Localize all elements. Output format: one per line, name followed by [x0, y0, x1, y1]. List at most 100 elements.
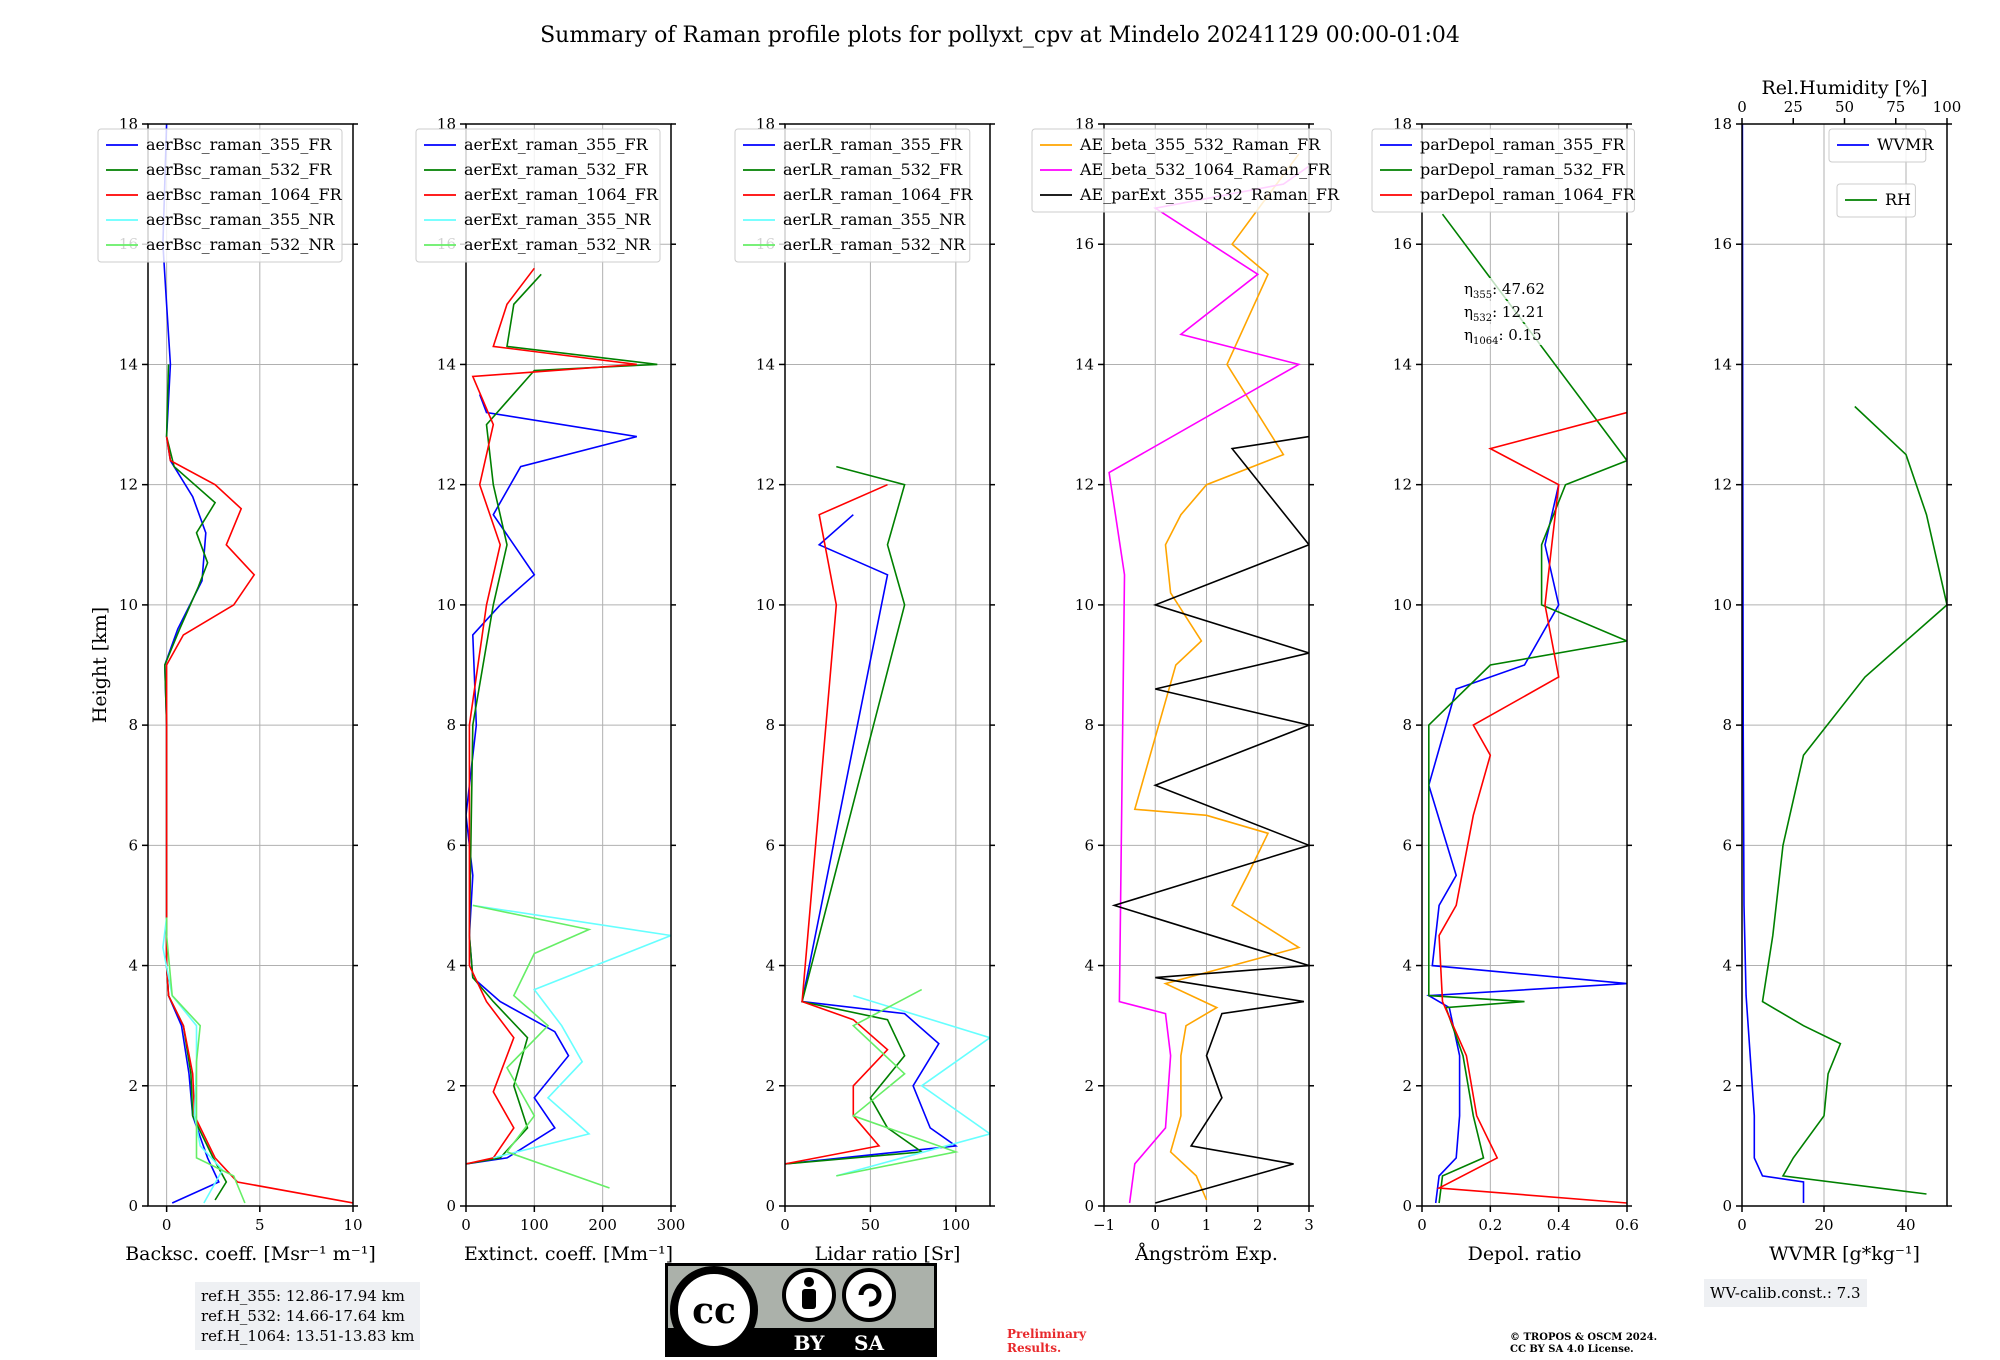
y-tick-label: 6 — [765, 836, 775, 854]
top-x-tick-label: 50 — [1835, 98, 1854, 116]
cc-by-sa-badge: cc BY SA — [665, 1263, 937, 1357]
grid — [1103, 123, 1310, 1207]
x-tick-label: 50 — [861, 1216, 880, 1234]
y-tick-label: 10 — [1393, 596, 1412, 614]
x-tick-label: 100 — [520, 1216, 549, 1234]
series-group — [162, 124, 353, 1204]
panel-2: 0246810121416180100200300Extinct. coeff.… — [415, 115, 686, 1265]
series-line-aerLR_raman_532_NR — [836, 988, 959, 1177]
legend-item: AE_beta_532_1064_Raman_FR — [1079, 160, 1331, 179]
x-tick-label: 0 — [162, 1216, 172, 1234]
eta-label: η355: 47.62 — [1464, 280, 1545, 301]
y-tick-label: 4 — [1084, 957, 1094, 975]
series-line-aerBsc_raman_1064_FR — [165, 436, 353, 1204]
series-line-aerExt_raman_355_FR — [466, 394, 638, 1165]
series-line-aerLR_raman_355_NR — [836, 994, 990, 1177]
eta-label: η532: 12.21 — [1464, 303, 1545, 324]
y-tick-label: 10 — [437, 596, 456, 614]
y-tick-label: 6 — [1084, 836, 1094, 854]
legend-box — [415, 128, 661, 263]
x-tick-label: 0.2 — [1478, 1216, 1502, 1234]
top-x-tick-label: 75 — [1886, 98, 1905, 116]
legend-box — [1371, 128, 1635, 213]
ref-height-1064: ref.H_1064: 13.51-13.83 km — [201, 1327, 415, 1345]
series-group — [1742, 124, 1947, 1203]
x-tick-label: 200 — [588, 1216, 617, 1234]
wv-calib-const: WV-calib.const.: 7.3 — [1710, 1284, 1861, 1302]
panel-1: 0246810121416180510Backsc. coeff. [Msr⁻¹… — [89, 115, 376, 1265]
x-tick-label: 10 — [343, 1216, 362, 1234]
y-tick-label: 8 — [1722, 716, 1732, 734]
series-line-aerLR_raman_1064_FR — [785, 483, 889, 1165]
y-tick-label: 2 — [128, 1077, 138, 1095]
x-axis-label: Ångström Exp. — [1134, 1243, 1278, 1265]
y-tick-label: 12 — [119, 476, 138, 494]
x-tick-label: 2 — [1253, 1216, 1263, 1234]
y-tick-label: 0 — [128, 1197, 138, 1215]
legend-item: aerExt_raman_532_FR — [464, 160, 649, 179]
legend: aerBsc_raman_355_FR aerBsc_raman_532_FRae… — [97, 128, 343, 263]
wv-calibration-box: WV-calib.const.: 7.3 — [1704, 1279, 1867, 1307]
legend-item: aerBsc_raman_355_FR — [146, 135, 332, 154]
grid — [784, 123, 990, 1207]
y-tick-label: 8 — [1084, 716, 1094, 734]
y-tick-label: 6 — [1722, 836, 1732, 854]
legend-item: aerExt_raman_355_NR — [464, 210, 652, 229]
y-tick-label: 12 — [437, 476, 456, 494]
y-tick-label: 16 — [1713, 235, 1732, 253]
cc-logo-icon — [670, 1266, 758, 1354]
preliminary-note: Preliminary Results. — [1007, 1327, 1087, 1355]
y-tick-label: 14 — [1713, 355, 1732, 373]
series-group — [1426, 213, 1627, 1204]
legend-item: parDepol_raman_532_FR — [1420, 160, 1626, 179]
legend: RH — [1836, 183, 1916, 218]
axes-frame — [784, 123, 991, 1207]
x-tick-label: 100 — [942, 1216, 971, 1234]
series-line-aerLR_raman_355_FR — [785, 514, 959, 1165]
y-tick-label: 2 — [765, 1077, 775, 1095]
legend-item: aerExt_raman_1064_FR — [464, 185, 659, 204]
legend-item: aerLR_raman_355_FR — [783, 135, 963, 154]
x-tick-label: 20 — [1814, 1216, 1833, 1234]
legend-item: AE_parExt_355_532_Raman_FR — [1079, 185, 1340, 204]
x-tick-label: 300 — [657, 1216, 686, 1234]
y-tick-label: 14 — [756, 355, 775, 373]
grid — [465, 123, 672, 1207]
top-x-axis-label: Rel.Humidity [%] — [1761, 77, 1927, 99]
legend-item: parDepol_raman_1064_FR — [1420, 185, 1636, 204]
legend: aerExt_raman_355_FR aerExt_raman_532_FRae… — [415, 128, 661, 263]
y-tick-label: 10 — [1075, 596, 1094, 614]
series-line-aerBsc_raman_355_FR — [162, 124, 220, 1204]
legend-item: aerLR_raman_532_NR — [783, 235, 966, 254]
top-x-tick-label: 0 — [1737, 98, 1747, 116]
x-tick-label: 0 — [1417, 1216, 1427, 1234]
y-tick-label: 14 — [119, 355, 138, 373]
y-tick-label: 4 — [1722, 957, 1732, 975]
legend-box — [1828, 128, 1927, 163]
y-tick-label: 8 — [446, 716, 456, 734]
legend-box — [1031, 128, 1332, 213]
axes-frame — [147, 123, 354, 1207]
eta-label-bg — [1460, 301, 1558, 322]
y-tick-label: 10 — [119, 596, 138, 614]
legend-item: aerBsc_raman_1064_FR — [146, 185, 343, 204]
series-group — [785, 465, 990, 1177]
x-tick-label: 0.6 — [1615, 1216, 1639, 1234]
y-tick-label: 16 — [1393, 235, 1412, 253]
series-line-aerExt_raman_355_NR — [472, 904, 671, 1159]
series-line-parDepol_raman_532_FR — [1428, 213, 1627, 1204]
legend-item: RH — [1885, 190, 1911, 209]
series-line-aerExt_raman_1064_FR — [466, 267, 637, 1165]
y-tick-label: 6 — [1402, 836, 1412, 854]
legend-item: aerBsc_raman_532_FR — [146, 160, 332, 179]
x-tick-label: 0 — [1737, 1216, 1747, 1234]
series-line-aerExt_raman_532_NR — [472, 904, 610, 1189]
series-line-aerBsc_raman_532_NR — [165, 917, 246, 1204]
x-tick-label: 3 — [1304, 1216, 1314, 1234]
panels: 0246810121416180510Backsc. coeff. [Msr⁻¹… — [89, 77, 1961, 1265]
sa-label: SA — [854, 1331, 884, 1355]
reference-height-box: ref.H_355: 12.86-17.94 km ref.H_532: 14.… — [195, 1282, 421, 1350]
